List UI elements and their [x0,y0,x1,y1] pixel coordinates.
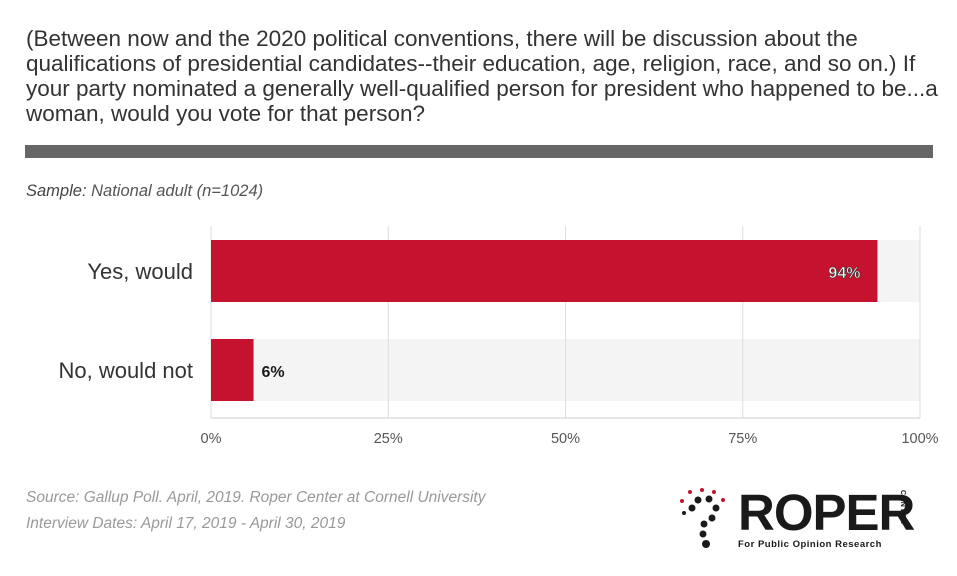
sample-value: National adult (n=1024) [91,182,264,200]
header-divider [25,145,933,158]
source-value: Gallup Poll. April, 2019. Roper Center a… [83,489,486,506]
bar-chart: 0% 25% 50% 75% 100% Yes, would 94% No, would no… [58,226,939,447]
category-label: Yes, would [87,259,193,284]
interview-dates-label: Interview Dates: [26,515,138,532]
x-tick-label: 0% [201,431,222,447]
sample-label: Sample: [26,182,87,200]
logo-wordmark: ROPER [738,484,915,541]
sample-line: Sample: National adult (n=1024) [26,182,263,201]
data-label: 6% [262,364,285,381]
x-tick-label: 25% [374,431,403,447]
logo-center-text: CENTER [899,490,906,525]
x-tick-label: 50% [551,431,580,447]
bar [211,339,254,401]
x-tick-label: 75% [728,431,757,447]
roper-molecule-icon [680,488,725,548]
logo-tagline: For Public Opinion Research [738,539,882,550]
data-label: 94% [828,265,860,282]
bar [211,240,878,302]
source-line: Source: Gallup Poll. April, 2019. Roper … [26,489,485,507]
interview-dates-value: April 17, 2019 - April 30, 2019 [140,515,346,532]
question-text: (Between now and the 2020 political conv… [26,26,938,126]
interview-dates-line: Interview Dates: April 17, 2019 - April … [26,515,345,533]
source-label: Source: [26,489,80,506]
roper-center-logo: ROPER CENTER For Public Opinion Research [676,484,916,551]
x-tick-label: 100% [901,431,938,447]
category-label: No, would not [58,358,193,383]
